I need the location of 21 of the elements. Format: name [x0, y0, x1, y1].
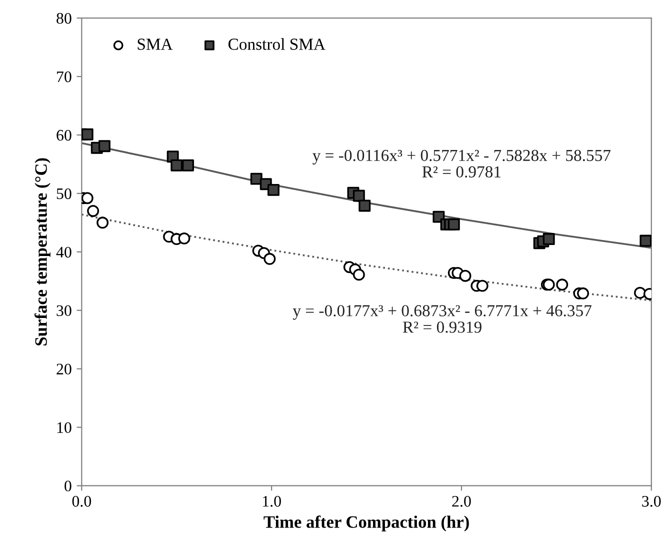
legend-label: Constrol SMA: [228, 38, 326, 50]
y-tick-label: 0: [64, 480, 72, 492]
y-tick-label: 40: [56, 246, 72, 258]
x-tick-label: 3.0: [642, 496, 661, 507]
y-tick-label: 20: [56, 364, 72, 375]
y-tick-label: 30: [56, 305, 72, 316]
y-tick-label: 60: [56, 130, 72, 141]
x-tick-label: 1.0: [263, 496, 281, 507]
x-tick-label: 0.0: [72, 496, 92, 507]
x-axis-title: Time after Compaction (hr): [264, 516, 469, 532]
annotation: R² = 0.9781: [422, 166, 501, 178]
annotation: y = -0.0177x³ + 0.6873x² - 6.7771x + 46.357: [292, 305, 592, 320]
annotation: y = -0.0116x³ + 0.5771x² - 7.5828x + 58.557: [312, 150, 611, 165]
legend-label: SMA: [138, 38, 173, 50]
annotation: R² = 0.9319: [402, 322, 482, 333]
y-tick-label: 10: [57, 422, 72, 433]
y-tick-label: 70: [57, 71, 72, 82]
y-tick-label: 80: [56, 12, 72, 24]
y-tick-label: 50: [56, 188, 72, 200]
y-axis-title: Surface temperature (°C): [34, 158, 50, 346]
x-tick-label: 2.0: [452, 496, 471, 507]
